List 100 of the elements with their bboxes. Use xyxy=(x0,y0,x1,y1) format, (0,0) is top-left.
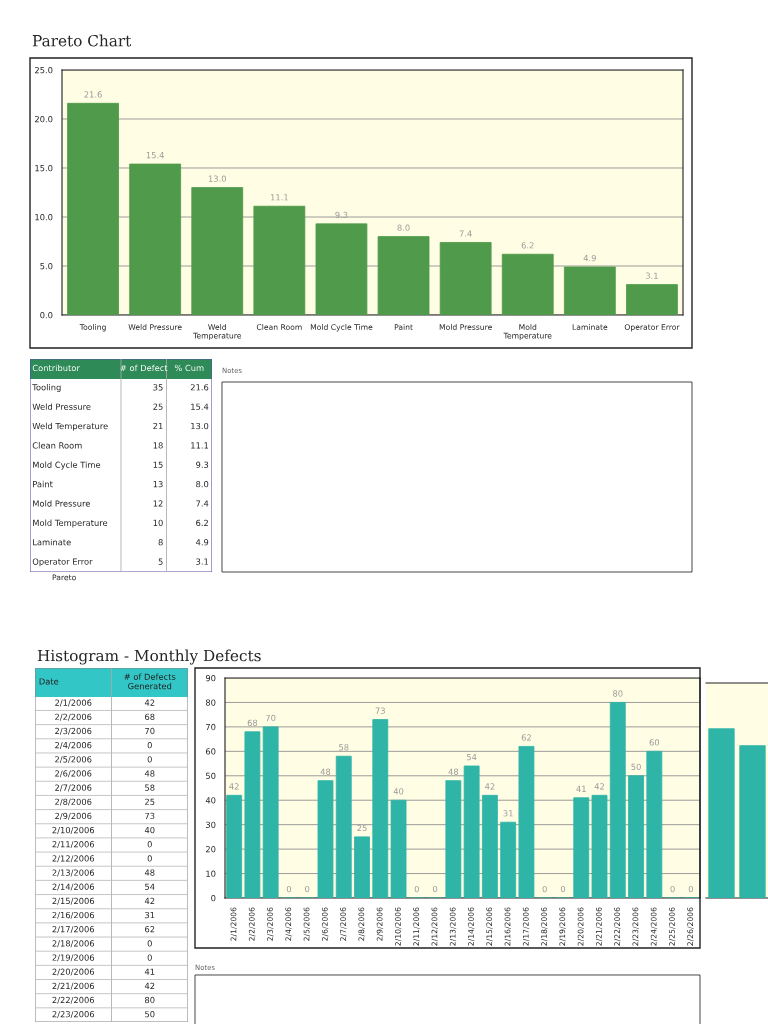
data-label: 70 xyxy=(145,727,155,735)
bar xyxy=(563,266,616,315)
bar xyxy=(315,223,368,315)
bar xyxy=(335,755,352,898)
y-tick-label: 20 xyxy=(205,846,216,853)
category-label: 2/13/2006 xyxy=(52,869,95,877)
data-label: 15.4 xyxy=(191,403,209,410)
data-label: 62 xyxy=(145,926,155,933)
y-tick-label: 10 xyxy=(206,870,216,877)
bar xyxy=(591,794,608,898)
data-label: 0 xyxy=(147,940,152,947)
data-label: 42 xyxy=(144,699,155,706)
data-label: 58 xyxy=(339,744,349,751)
category-label: 2/12/2006 xyxy=(52,855,95,863)
bar xyxy=(646,750,663,898)
y-tick-label: 0 xyxy=(211,894,216,902)
data-label: 0 xyxy=(688,885,693,893)
y-tick-label: 5.0 xyxy=(40,262,53,270)
data-label: 40 xyxy=(393,788,404,795)
category-label: Mold Cycle Time xyxy=(33,461,101,470)
data-label: 6.2 xyxy=(521,242,534,249)
data-label: 42 xyxy=(485,783,495,790)
data-label: 0 xyxy=(147,841,152,848)
data-label: 15.4 xyxy=(146,152,164,159)
bar xyxy=(129,163,182,315)
data-label: 0 xyxy=(147,855,152,862)
data-label: 13.0 xyxy=(208,175,226,182)
data-label: 0 xyxy=(286,885,292,893)
category-label: Weld Temperature xyxy=(32,422,108,431)
y-tick-label: 60 xyxy=(205,748,216,755)
y-tick-label: 25.0 xyxy=(35,66,53,74)
data-label: 0 xyxy=(560,885,566,893)
data-label: 58 xyxy=(145,784,155,791)
category-label: 2/5/2006 xyxy=(55,756,92,764)
bar xyxy=(609,702,626,898)
data-label: 42 xyxy=(144,982,155,989)
category-label: Mold Temperature xyxy=(33,519,108,528)
data-label: 21 xyxy=(153,422,163,430)
category-label: Laminate xyxy=(33,538,71,546)
data-label: 68 xyxy=(145,713,155,720)
bar xyxy=(573,797,590,898)
y-tick-label: 70 xyxy=(206,723,216,731)
data-label: 25 xyxy=(153,403,163,410)
y-tick-label: 90 xyxy=(205,674,216,682)
data-label: 50 xyxy=(145,1011,155,1018)
data-label: 18 xyxy=(153,442,163,449)
data-label: 73 xyxy=(145,812,155,820)
category-label: 2/15/2006 xyxy=(52,897,95,905)
data-label: 80 xyxy=(145,996,155,1004)
category-label: 2/20/2006 xyxy=(52,968,95,976)
data-label: 11.1 xyxy=(270,194,288,201)
category-label: 2/14/2006 xyxy=(52,883,95,891)
data-label: 40 xyxy=(144,826,155,834)
category-label: Weld Pressure xyxy=(32,403,91,410)
category-label: 2/4/2006 xyxy=(55,741,92,749)
bar xyxy=(390,799,407,898)
y-tick-label: 0.0 xyxy=(40,311,53,319)
category-label: 2/11/2006 xyxy=(52,841,95,849)
data-label: 15 xyxy=(153,461,163,468)
data-label: 0 xyxy=(670,885,675,893)
category-label: 2/3/2006 xyxy=(55,727,92,735)
y-tick-label: 10.0 xyxy=(35,213,53,221)
bar xyxy=(500,821,517,898)
data-label: 50 xyxy=(631,763,641,770)
data-label: 68 xyxy=(247,719,258,726)
data-label: 21.6 xyxy=(190,384,209,391)
data-label: 7.4 xyxy=(196,500,209,507)
text: # of Defect xyxy=(120,364,168,372)
data-label: 0 xyxy=(147,741,152,749)
bar xyxy=(377,236,430,315)
data-label: 8.0 xyxy=(196,480,209,488)
data-label: 4.9 xyxy=(583,254,596,262)
data-label: 12 xyxy=(153,500,163,507)
data-label: 73 xyxy=(375,707,385,714)
data-label: 70 xyxy=(266,714,276,722)
data-label: 42 xyxy=(229,783,239,790)
bar xyxy=(372,719,389,898)
data-label: 41 xyxy=(576,785,586,792)
data-label: 0 xyxy=(305,885,310,893)
bar xyxy=(317,780,334,898)
category-label: 2/6/2006 xyxy=(55,770,92,778)
data-label: 5 xyxy=(158,558,163,565)
data-label: 0 xyxy=(414,885,419,893)
category-label: 2/19/2006 xyxy=(52,954,95,962)
data-label: 48 xyxy=(320,768,331,775)
data-label: 8 xyxy=(158,539,163,546)
data-label: 10 xyxy=(153,519,163,527)
text: % Cum xyxy=(174,364,204,372)
data-label: 6.2 xyxy=(196,519,208,527)
bar xyxy=(253,205,306,315)
data-label: 54 xyxy=(145,883,155,890)
text: Histogram - Monthly Defects xyxy=(37,649,261,665)
data-label: 0 xyxy=(432,885,438,893)
category-label: 2/2/2006 xyxy=(55,713,92,721)
bar xyxy=(262,726,279,898)
text: Contributor xyxy=(32,364,80,372)
data-label: 31 xyxy=(145,911,155,919)
y-tick-label: 40 xyxy=(205,797,216,804)
chart-title: Pareto Chart xyxy=(32,34,132,47)
y-tick-label: 80 xyxy=(205,699,216,706)
